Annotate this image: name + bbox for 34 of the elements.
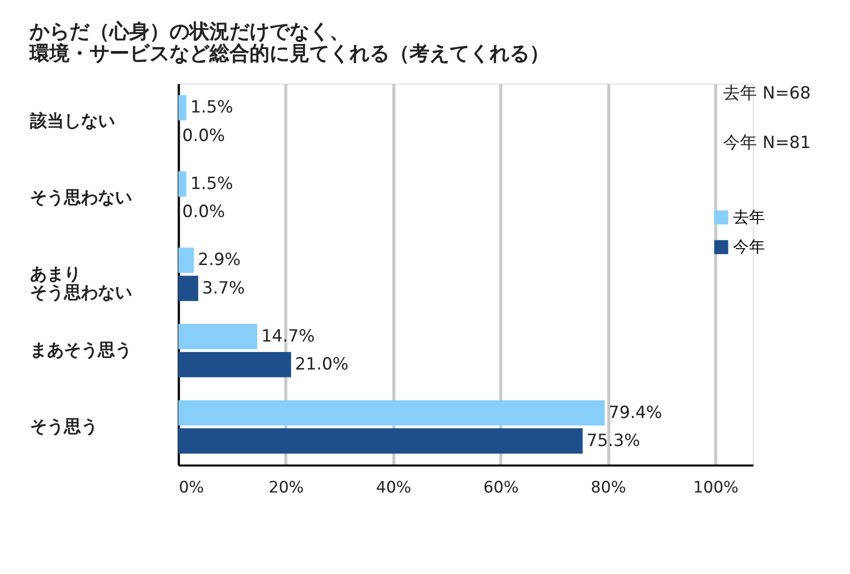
y-tick-label: 該当しない bbox=[29, 110, 116, 131]
data-label: 2.9% bbox=[198, 249, 241, 270]
bar bbox=[178, 428, 583, 454]
x-tick-label: 0% bbox=[178, 477, 204, 496]
annotation: 去年 N=68 bbox=[723, 82, 811, 102]
data-label: 0.0% bbox=[182, 124, 226, 145]
y-tick-label: まあそう思う bbox=[30, 340, 132, 360]
legend-label: 去年 bbox=[733, 207, 766, 226]
x-tick-label: 20% bbox=[268, 477, 304, 496]
x-tick-label: 60% bbox=[483, 477, 519, 496]
bar bbox=[178, 352, 292, 378]
chart-title: からだ（心身）の状況だけでなく、環境・サービスなど総合的に見てくれる（考えてくれる） bbox=[28, 20, 550, 65]
bar bbox=[178, 171, 186, 197]
bar bbox=[178, 248, 194, 273]
data-label: 1.5% bbox=[190, 96, 234, 117]
y-tick-label: そう思わない bbox=[30, 187, 132, 207]
legend-label: 今年 bbox=[733, 237, 766, 256]
bar bbox=[178, 324, 258, 350]
data-label: 14.7% bbox=[261, 326, 315, 346]
x-tick-label: 40% bbox=[376, 477, 412, 496]
data-label: 21.0% bbox=[295, 354, 349, 374]
y-tick-label: そう思う bbox=[30, 416, 98, 436]
data-label: 1.5% bbox=[190, 172, 234, 193]
data-label: 0.0% bbox=[182, 201, 226, 222]
annotation: 今年 N=81 bbox=[723, 132, 811, 152]
data-label: 75.3% bbox=[586, 430, 640, 450]
bar bbox=[178, 276, 198, 302]
data-label: 3.7% bbox=[202, 277, 245, 298]
bar bbox=[178, 400, 605, 426]
bar bbox=[178, 95, 186, 120]
x-tick-label: 80% bbox=[590, 477, 626, 496]
data-label: 79.4% bbox=[608, 402, 662, 422]
y-tick-label: あまりそう思わない bbox=[30, 263, 132, 302]
x-tick-label: 100% bbox=[693, 477, 738, 496]
